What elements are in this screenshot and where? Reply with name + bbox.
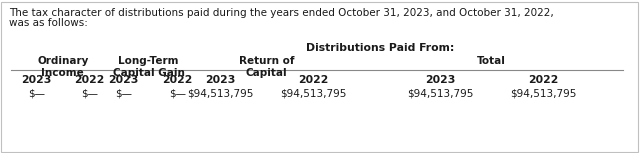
Text: Total: Total <box>477 56 506 66</box>
Text: $—: $— <box>81 88 98 98</box>
FancyBboxPatch shape <box>1 2 637 152</box>
Text: 2022: 2022 <box>527 75 558 85</box>
Text: $94,513,795: $94,513,795 <box>188 88 253 98</box>
Text: Long-Term
Capital Gain: Long-Term Capital Gain <box>113 56 184 78</box>
Text: $94,513,795: $94,513,795 <box>407 88 473 98</box>
Text: was as follows:: was as follows: <box>9 18 88 28</box>
Text: 2023: 2023 <box>21 75 52 85</box>
Text: 2022: 2022 <box>162 75 193 85</box>
Text: 2023: 2023 <box>425 75 455 85</box>
Text: Return of
Capital: Return of Capital <box>239 56 294 78</box>
Text: Distributions Paid From:: Distributions Paid From: <box>306 43 454 53</box>
Text: $—: $— <box>28 88 45 98</box>
Text: $—: $— <box>115 88 132 98</box>
Text: $94,513,795: $94,513,795 <box>280 88 346 98</box>
Text: 2022: 2022 <box>74 75 104 85</box>
Text: 2022: 2022 <box>298 75 328 85</box>
Text: 2023: 2023 <box>205 75 236 85</box>
Text: $—: $— <box>169 88 186 98</box>
Text: The tax character of distributions paid during the years ended October 31, 2023,: The tax character of distributions paid … <box>9 8 554 18</box>
Text: 2023: 2023 <box>108 75 139 85</box>
Text: Ordinary
Income: Ordinary Income <box>37 56 88 78</box>
Text: $94,513,795: $94,513,795 <box>509 88 576 98</box>
